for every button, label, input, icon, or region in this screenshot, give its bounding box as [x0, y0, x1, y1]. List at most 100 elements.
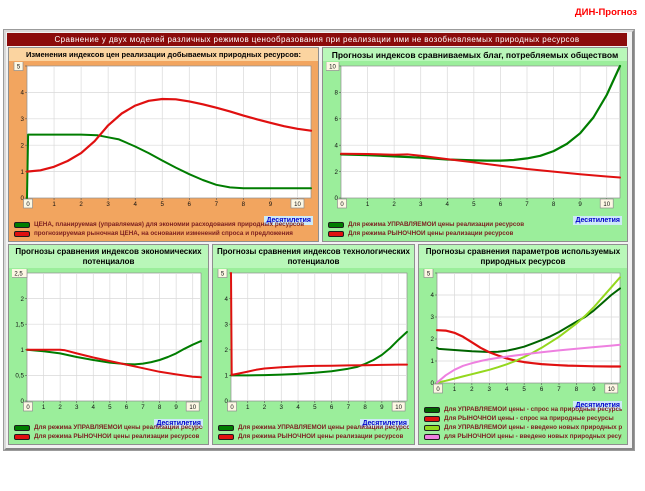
panel-title: Прогнозы индексов сравниваемых благ, пот… [323, 48, 627, 61]
panel-title: Прогнозы сравнения индексов технологичес… [213, 245, 414, 268]
app-brand-label: ДИН-Прогноз [574, 7, 637, 18]
series-line [436, 343, 621, 384]
technological-potentials-chart: 0 1 2 3 4 5 0 1 2 3 4 5 6 7 8 9 10 [217, 269, 408, 412]
x-tick-label: 9 [592, 386, 596, 393]
x-tick-label: 4 [505, 386, 509, 393]
panel-technological-potentials: Прогнозы сравнения индексов технологичес… [212, 244, 415, 445]
x-axis-label: Десятилетия [360, 419, 409, 428]
x-tick-label: 1 [366, 201, 370, 208]
y-axis-max-field-value: 5 [17, 64, 21, 70]
chart-area: 0 1 2 3 4 5 0 1 2 3 4 5 6 7 8 9 10 [216, 269, 411, 412]
series-line [230, 272, 408, 376]
legend-item: Для УПРАВЛЯЕМОЙ цены - спрос на природны… [424, 405, 622, 414]
plot-area [26, 65, 312, 199]
legend-color-chip [14, 221, 30, 228]
x-tick-label: 1 [453, 386, 457, 393]
legend-color-chip [14, 230, 30, 237]
price-indices-chart: 0 1 2 3 4 5 0 1 2 3 4 5 6 7 8 9 10 [13, 62, 313, 209]
x-axis-label: Десятилетия [573, 401, 622, 410]
x-axis-max-field[interactable] [604, 383, 619, 394]
y-tick-label: 0 [335, 195, 339, 202]
x-tick-label: 9 [174, 404, 178, 411]
x-axis-max-field-value: 10 [189, 405, 196, 411]
legend-color-chip [424, 424, 440, 431]
y-tick-label: 4 [225, 296, 229, 303]
x-axis-min-field[interactable] [337, 198, 347, 209]
x-tick-label: 5 [161, 201, 165, 208]
y-tick-label: 3 [21, 116, 25, 123]
series-line [436, 287, 621, 353]
legend-label: для РЫНОЧНОЙ цены - введено новых природ… [444, 433, 622, 440]
panel-resource-price-indices: Изменения индексов цен реализации добыва… [8, 47, 319, 242]
y-axis-max-field[interactable] [217, 269, 228, 278]
legend-label: Для УПРАВЛЯЕМОЙ цены - спрос на природны… [444, 406, 622, 413]
x-tick-label: 9 [578, 201, 582, 208]
x-tick-label: 3 [75, 404, 79, 411]
x-tick-label: 4 [133, 201, 137, 208]
x-tick-label: 5 [522, 386, 526, 393]
legend-label: Для режима УПРАВЛЯЕМОЙ цены реализации р… [348, 221, 525, 228]
x-axis-max-field[interactable] [185, 401, 200, 412]
x-axis-min-field[interactable] [433, 383, 443, 394]
legend-label: Для режима РЫНОЧНОЙ цены реализации ресу… [34, 433, 200, 440]
x-tick-label: 8 [552, 201, 556, 208]
legend-color-chip [424, 433, 440, 440]
legend-label: ЦЕНА, планируемая (управляемая) для экон… [34, 221, 305, 228]
y-tick-label: 0 [431, 380, 435, 387]
y-axis-max-field-value: 2,5 [14, 271, 23, 277]
x-tick-label: 3 [488, 386, 492, 393]
y-tick-label: 2 [431, 336, 435, 343]
window-title: Сравнение у двух моделей различных режим… [7, 33, 627, 46]
x-tick-label: 8 [158, 404, 162, 411]
x-tick-label: 2 [470, 386, 474, 393]
y-tick-label: 0 [21, 195, 25, 202]
x-axis-min-field[interactable] [227, 401, 237, 412]
x-axis-min-field[interactable] [23, 401, 33, 412]
legend-label: Для режима РЫНОЧНОЙ цены реализации ресу… [238, 433, 404, 440]
x-axis-label-row: Десятилетия [323, 209, 627, 225]
consumed-goods-chart: 0 2 4 6 8 10 0 1 2 3 4 5 6 7 8 9 10 [326, 62, 622, 209]
series-line [26, 348, 202, 379]
x-tick-label: 3 [280, 404, 284, 411]
legend-label: Для РЫНОЧНОЙ цены - спрос на природные р… [444, 415, 614, 422]
x-axis-min-field[interactable] [23, 198, 33, 209]
x-axis-max-field[interactable] [599, 198, 614, 209]
legend-label: Для УПРАВЛЯЕМОЙ цены - введено новых при… [444, 424, 622, 431]
legend-item: Для режима УПРАВЛЯЕМОЙ цены реализации р… [328, 220, 622, 229]
y-tick-label: 3 [431, 314, 435, 321]
y-tick-label: 6 [335, 116, 339, 123]
x-axis-max-field-value: 10 [395, 405, 402, 411]
x-axis-max-field[interactable] [290, 198, 305, 209]
panel-economic-potentials: Прогнозы сравнения индексов экономически… [8, 244, 209, 445]
chart-legend: Для УПРАВЛЯЕМОЙ цены - спрос на природны… [419, 405, 627, 444]
x-tick-label: 6 [499, 201, 503, 208]
x-axis-max-field[interactable] [391, 401, 406, 412]
y-axis-max-field[interactable] [13, 62, 24, 71]
chart-legend: ЦЕНА, планируемая (управляемая) для экон… [9, 220, 318, 241]
y-axis-max-field[interactable] [326, 62, 340, 71]
x-axis-min-field-value: 0 [26, 405, 30, 411]
legend-item: Для режима РЫНОЧНОЙ цены реализации ресу… [328, 229, 622, 238]
legend-color-chip [218, 424, 234, 431]
legend-color-chip [14, 424, 30, 431]
x-tick-label: 7 [557, 386, 561, 393]
legend-item: Для режима РЫНОЧНОЙ цены реализации ресу… [218, 432, 409, 441]
legend-color-chip [424, 406, 440, 413]
y-tick-label: 4 [21, 90, 25, 97]
y-axis-max-field-value: 5 [427, 271, 431, 277]
y-axis-max-field[interactable] [423, 269, 434, 278]
y-axis-max-field[interactable] [12, 269, 28, 278]
legend-color-chip [328, 221, 344, 228]
x-tick-label: 6 [188, 201, 192, 208]
plot-area [26, 272, 202, 402]
legend-color-chip [424, 415, 440, 422]
legend-label: прогнозируемая рыночная ЦЕНА, на основан… [34, 230, 293, 237]
chart-legend: Для режима УПРАВЛЯЕМОЙ цены реализации р… [323, 220, 627, 241]
y-tick-label: 2 [335, 169, 339, 176]
x-tick-label: 9 [269, 201, 273, 208]
legend-item: Для режима УПРАВЛЯЕМОЙ цены реализации р… [14, 423, 203, 432]
legend-item: для РЫНОЧНОЙ цены - введено новых природ… [424, 432, 622, 441]
series-line [25, 97, 313, 173]
series-line [26, 340, 202, 366]
x-axis-max-field-value: 10 [603, 202, 610, 208]
